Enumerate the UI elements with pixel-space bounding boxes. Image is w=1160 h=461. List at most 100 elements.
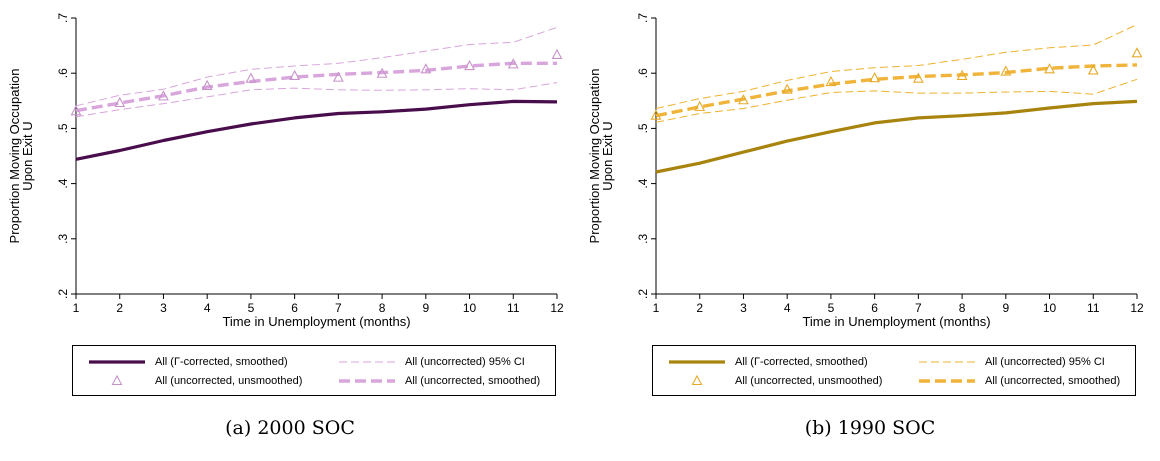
triangle-marker xyxy=(1131,47,1143,58)
triangle-marker xyxy=(694,100,706,111)
triangle-marker xyxy=(650,109,662,120)
legend-item: All (uncorrected, smoothed) xyxy=(337,372,540,390)
x-tick-label: 2 xyxy=(116,301,123,315)
triangle-marker xyxy=(289,69,301,81)
legend-label: All (uncorrected, smoothed) xyxy=(985,375,1121,387)
triangle-marker xyxy=(1087,64,1099,75)
series-line xyxy=(655,99,1138,174)
ci-lower-line xyxy=(75,82,558,118)
x-tick-label: 11 xyxy=(1087,301,1100,315)
x-tick-label: 4 xyxy=(784,301,791,315)
x-tick-label: 12 xyxy=(550,301,564,315)
x-tick-label: 12 xyxy=(1130,301,1144,315)
x-tick-label: 1 xyxy=(653,301,660,315)
legend: All (Γ-corrected, smoothed) All (uncorrec… xyxy=(652,345,1136,396)
triangle-marker xyxy=(158,90,169,101)
x-tick-label: 3 xyxy=(160,301,167,315)
x-tick-label: 9 xyxy=(1002,301,1009,315)
triangle-marker xyxy=(869,71,881,83)
legend-item: All (uncorrected) 95% CI xyxy=(917,353,1105,371)
figure-caption: (b) 1990 SOC xyxy=(804,417,936,439)
triangle-marker xyxy=(781,83,793,94)
legend-item: All (uncorrected) 95% CI xyxy=(337,353,525,371)
x-axis-label: Time in Unemployment (months) xyxy=(802,314,990,329)
triangle-marker xyxy=(332,71,344,82)
x-tick-label: 6 xyxy=(871,301,878,315)
x-tick-label: 10 xyxy=(1043,301,1057,315)
series-line xyxy=(75,61,557,113)
triangle-marker xyxy=(70,105,82,116)
legend-label: All (uncorrected, unsmoothed) xyxy=(735,375,883,387)
y-axis-label: Proportion Moving Occupation xyxy=(587,69,602,244)
x-tick-label: 7 xyxy=(335,301,342,315)
ci-upper-line xyxy=(655,24,1138,109)
x-axis-label: Time in Unemployment (months) xyxy=(222,314,410,329)
legend-triangle-marker xyxy=(111,374,123,386)
legend-item: All (uncorrected, smoothed) xyxy=(917,372,1120,390)
legend-item: All (uncorrected, unsmoothed) xyxy=(87,372,302,390)
triangle-marker xyxy=(245,72,257,83)
triangle-marker xyxy=(420,63,432,74)
triangle-marker xyxy=(551,48,563,60)
legend-label: All (uncorrected) 95% CI xyxy=(405,356,525,368)
x-tick-label: 7 xyxy=(915,301,922,315)
series-line xyxy=(655,63,1138,118)
y-tick-label: .2 xyxy=(56,289,70,299)
legend-swatch xyxy=(339,361,395,363)
legend-swatch xyxy=(691,374,703,386)
y-tick-label: .6 xyxy=(56,68,70,78)
y-tick-label: .2 xyxy=(636,289,650,299)
triangle-marker xyxy=(507,58,519,69)
y-tick-label: .5 xyxy=(636,123,650,133)
y-axis-label: Upon Exit U xyxy=(20,121,35,190)
triangle-marker xyxy=(825,75,837,87)
legend-swatch xyxy=(919,379,975,383)
triangle-marker xyxy=(464,59,475,71)
legend-swatch xyxy=(89,360,145,364)
y-tick-label: .5 xyxy=(56,123,70,133)
y-axis-label: Upon Exit U xyxy=(600,121,615,190)
legend-swatch xyxy=(919,361,975,363)
legend-swatch xyxy=(111,374,123,386)
y-tick-label: .7 xyxy=(56,13,70,23)
x-tick-label: 8 xyxy=(959,301,966,315)
legend-swatch xyxy=(669,360,725,364)
y-tick-label: .3 xyxy=(56,233,70,243)
triangle-marker xyxy=(738,94,749,105)
y-tick-label: .3 xyxy=(636,233,650,243)
x-tick-label: 3 xyxy=(740,301,747,315)
triangle-marker xyxy=(912,72,924,83)
x-tick-label: 5 xyxy=(828,301,835,315)
x-tick-label: 2 xyxy=(696,301,703,315)
triangle-marker xyxy=(956,69,968,81)
legend: All (Γ-corrected, smoothed) All (uncorrec… xyxy=(72,345,556,396)
x-tick-label: 9 xyxy=(422,301,429,315)
legend-label: All (uncorrected, unsmoothed) xyxy=(155,375,303,387)
y-axis-label: Proportion Moving Occupation xyxy=(7,69,22,244)
series-line xyxy=(75,99,558,161)
x-tick-label: 1 xyxy=(73,301,80,315)
triangle-marker xyxy=(201,79,213,90)
chart-panel-a: .2.3.4.5.6.7 1 2 3 4 5 6 7 8 9 10 11 12 Time in Unemp… xyxy=(7,13,564,439)
triangle-marker xyxy=(1000,65,1012,76)
x-tick-label: 5 xyxy=(248,301,255,315)
legend-triangle-marker xyxy=(691,374,703,386)
legend-swatch xyxy=(339,379,395,383)
legend-label: All (uncorrected, smoothed) xyxy=(405,375,541,387)
x-tick-label: 6 xyxy=(291,301,298,315)
legend-label: All (uncorrected) 95% CI xyxy=(985,356,1105,368)
y-tick-label: .7 xyxy=(636,13,650,23)
legend-label: All (Γ-corrected, smoothed) xyxy=(155,356,288,368)
legend-label: All (Γ-corrected, smoothed) xyxy=(735,356,868,368)
y-tick-label: .4 xyxy=(56,178,70,188)
figure-caption: (a) 2000 SOC xyxy=(225,417,355,439)
legend-item: All (Γ-corrected, smoothed) xyxy=(667,353,868,371)
triangle-marker xyxy=(376,67,388,78)
ci-upper-line xyxy=(75,26,558,107)
triangle-marker xyxy=(1044,63,1055,74)
x-tick-label: 4 xyxy=(204,301,211,315)
y-tick-label: .4 xyxy=(636,178,650,188)
y-tick-label: .6 xyxy=(636,68,650,78)
